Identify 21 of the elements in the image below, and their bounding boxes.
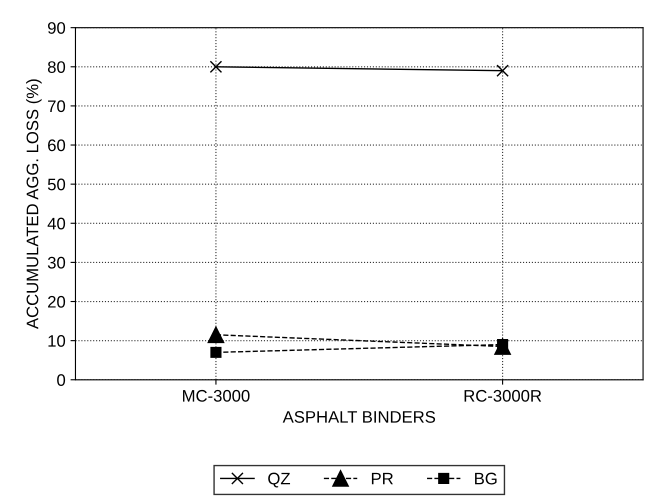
y-tick-label: 20 bbox=[48, 296, 66, 308]
y-axis-title: ACCUMULATED AGG. LOSS (%) bbox=[26, 79, 42, 330]
y-tick-label: 70 bbox=[48, 100, 66, 112]
x-axis-title: ASPHALT BINDERS bbox=[282, 411, 436, 423]
legend-label: BG bbox=[475, 472, 497, 484]
y-tick-label: 60 bbox=[48, 139, 66, 152]
y-tick-label: 10 bbox=[48, 335, 66, 347]
y-tick-label: 40 bbox=[48, 218, 66, 230]
point bbox=[210, 346, 222, 358]
y-tick-label: 0 bbox=[57, 374, 66, 386]
x-tick-label: RC-3000R bbox=[464, 390, 542, 402]
legend-label: PR bbox=[372, 472, 393, 484]
point bbox=[496, 64, 509, 77]
point bbox=[208, 326, 224, 344]
y-tick-label: 90 bbox=[48, 22, 66, 34]
legend-label: QZ bbox=[268, 472, 290, 488]
point bbox=[210, 60, 222, 74]
x-tick-label: MC-3000 bbox=[183, 390, 250, 402]
y-tick-label: 80 bbox=[48, 61, 66, 73]
y-tick-label: 50 bbox=[48, 178, 66, 190]
y-tick-label: 30 bbox=[48, 256, 66, 269]
